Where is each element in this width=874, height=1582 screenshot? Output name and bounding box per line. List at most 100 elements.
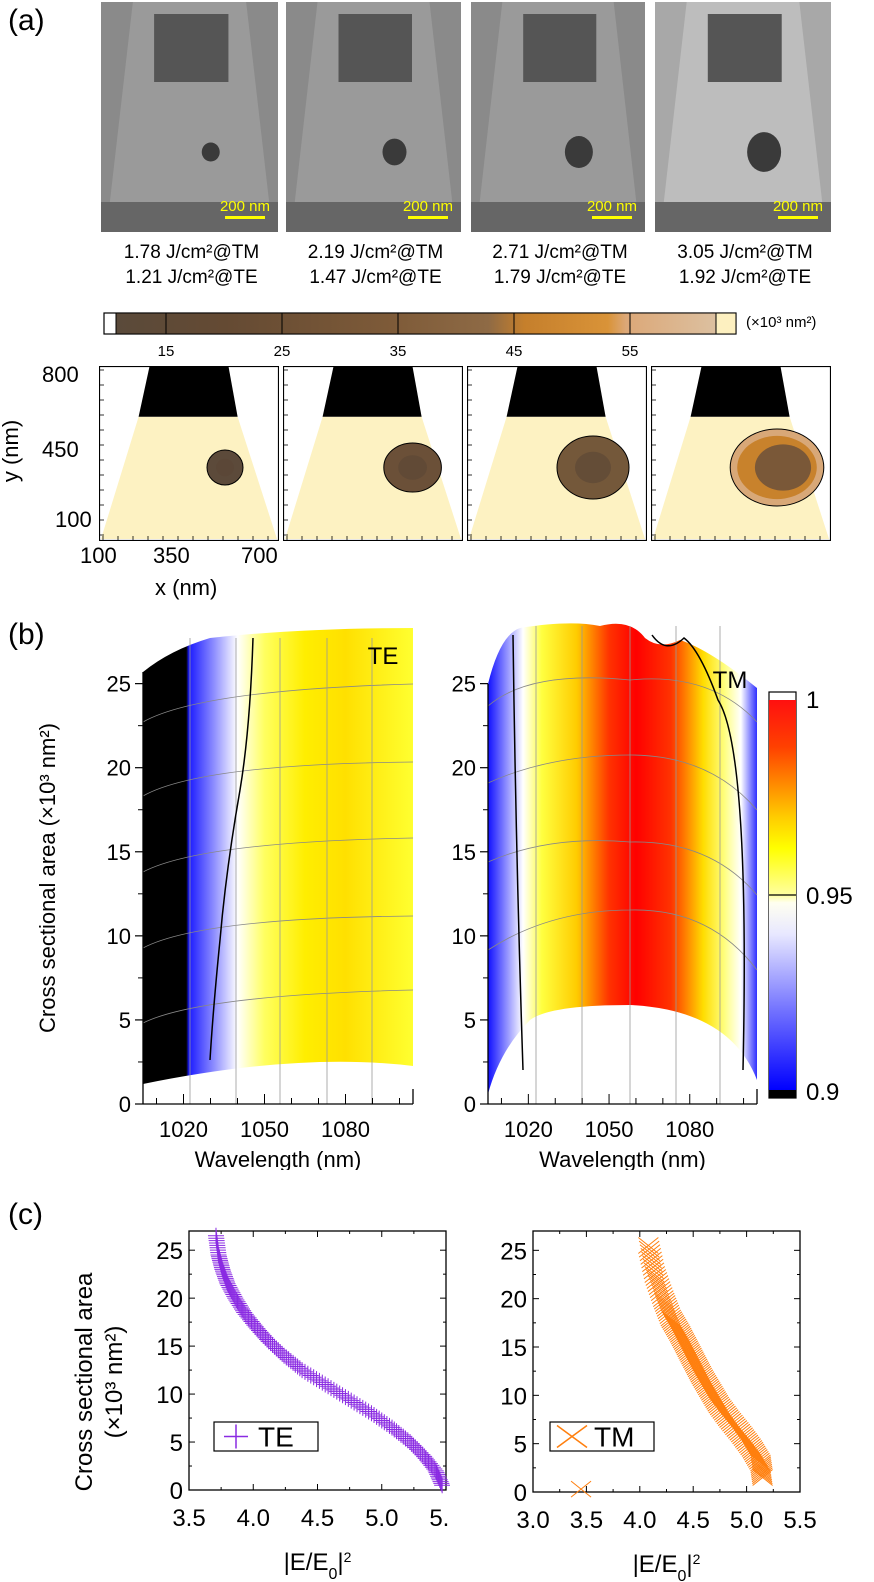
void [754,444,812,491]
panel-label-a: (a) [8,4,45,37]
grid-line [142,989,414,1024]
x-tick-label: 5.5 [783,1507,816,1534]
colorbar-tick: 35 [389,343,407,360]
plot-title: TE [368,643,399,670]
te-heatmap: 0 5 10 15 20 25 1020 1050 1080 Wavelength (nm) TE C… [35,628,414,1170]
data-point [750,1460,772,1477]
data-point [646,1272,668,1289]
y-tick-label: 15 [156,1334,183,1361]
legend-marker-x-icon [556,1424,588,1449]
schematic-ylabel: y (nm) [0,419,24,483]
legend: TM [549,1421,655,1453]
data-point [712,1402,734,1419]
void [201,142,220,162]
x-tick-label: 5.0 [730,1507,763,1534]
top-layer [690,367,790,417]
x-tick-label: 3.5 [570,1507,603,1534]
grid-line [142,683,414,723]
y-tick-label: 5 [119,1008,131,1033]
sem-image: 200 nm [286,2,461,232]
y-tick-label: 5 [464,1008,476,1033]
schematic-panel [651,366,831,541]
schematic-xlabel: x (nm) [155,575,218,600]
grid-line [142,837,414,873]
y-tick-label: 10 [452,924,476,949]
x-tick-label: 4.0 [623,1507,656,1534]
x-tick-label: 1020 [504,1117,553,1142]
y-tick-label: 15 [452,840,476,865]
data-point [639,1244,661,1262]
data-point [716,1407,738,1425]
waveguide [479,2,637,202]
tm-heatmap: 0 5 10 15 20 25 1020 1050 1080 Wavelength (nm) TM 1… [452,623,853,1170]
schematic-panel [99,366,279,541]
scale-bar: 200 nm [403,198,453,219]
colorbar-tick: 55 [621,343,639,360]
top-layer [322,367,422,417]
x-tick-label: 1050 [240,1117,289,1142]
scale-bar-line [591,216,632,219]
x-tick-label: 1080 [665,1117,714,1142]
data-point [657,1302,679,1320]
data-point [645,1269,667,1286]
x-axis-title: |E/E0|2 [633,1551,701,1582]
heatmap-surface [488,623,757,1094]
data-point [713,1403,735,1421]
y-tick-label: 20 [107,756,131,781]
waveguide [663,2,823,202]
colorbar-unit: (×10³ nm²) [746,314,817,331]
te-scatter-plot: 0 5 10 15 20 25 3.5 4.0 4.5 5.0 5.5 |E/E0|2 TE Cross … [71,1227,450,1582]
y-tick-label: 20 [156,1286,183,1313]
data-point [737,1434,759,1452]
x-tick-label: 1080 [321,1117,370,1142]
y-tick-label: 25 [156,1238,183,1265]
scale-bar-line [224,216,265,219]
waveguide [109,2,270,202]
x-tick-label: 4.0 [237,1505,270,1532]
data-point [570,1480,592,1498]
sem-image: 200 nm [655,2,831,232]
top-layer [506,367,606,417]
fluence-te: 1.92 J/cm²@TE [678,267,812,288]
waveguide-core [101,416,277,539]
data-point [733,1429,755,1447]
scale-bar-label: 200 nm [586,198,637,215]
y-tick-label: 0 [514,1480,527,1507]
y-axis-title: Cross sectional area (×10³ nm²) [35,723,60,1033]
legend-marker-plus-icon [224,1424,248,1449]
top-layer [138,367,238,417]
scale-bar-label: 200 nm [402,198,453,215]
data-point [660,1309,682,1327]
grid-line [142,915,414,949]
top-layer [707,14,782,82]
fluence-te: 1.21 J/cm²@TE [125,267,258,288]
y-tick-label: 20 [452,756,476,781]
data-point [750,1458,772,1476]
data-point [638,1240,660,1258]
x-tick-label: 4.5 [301,1505,334,1532]
y-tick-label: 10 [500,1383,527,1410]
grid-line [142,761,414,797]
scale-bar-label: 200 nm [772,198,823,215]
y-tick-label: 10 [156,1382,183,1409]
y-tick-label: 5 [170,1430,183,1457]
data-point [642,1258,664,1276]
panel-label-c: (c) [8,1198,43,1231]
fluence-tm: 1.78 J/cm²@TM [123,242,260,263]
x-axis-title: Wavelength (nm) [195,1147,362,1170]
data-point [643,1262,665,1280]
data-point [655,1297,677,1315]
y-tick-label: 25 [452,672,476,697]
schematic-xtick: 350 [153,543,190,568]
x-tick-label: 4.5 [677,1507,710,1534]
data-point [207,1227,224,1244]
schematic-panel [283,366,463,541]
x-axis-title: |E/E0|2 [284,1549,352,1582]
y-axis-title-line1: Cross sectional area [71,1272,98,1491]
x-tick-label: 1020 [159,1117,208,1142]
fluence-tm: 2.71 J/cm²@TM [492,242,628,263]
void [747,132,782,172]
data-point [740,1438,761,1456]
area-colorbar [103,312,737,335]
data-point [659,1307,681,1324]
